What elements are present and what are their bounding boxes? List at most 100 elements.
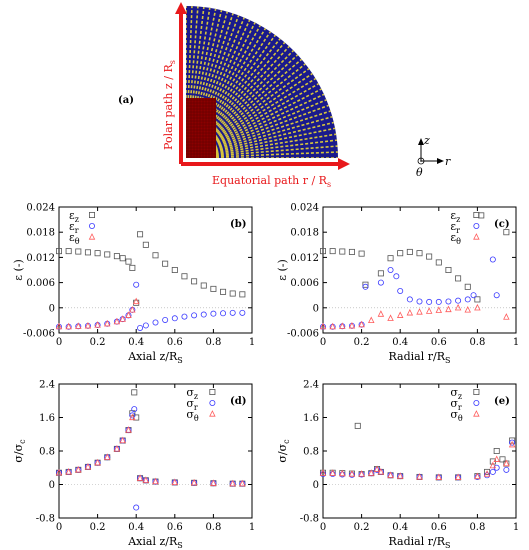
data-point bbox=[75, 248, 82, 255]
mesh-rays bbox=[186, 6, 338, 158]
y-tick-label: 0.024 bbox=[290, 203, 319, 214]
mesh-ray bbox=[205, 113, 338, 154]
x-tick-label: 0.4 bbox=[128, 522, 144, 533]
data-point bbox=[464, 296, 471, 303]
data-point bbox=[329, 469, 336, 476]
mesh-ray bbox=[202, 73, 323, 149]
data-point bbox=[358, 470, 365, 477]
data-point bbox=[125, 426, 132, 433]
legend-marker bbox=[209, 388, 216, 395]
data-point bbox=[239, 309, 246, 316]
mesh-ray bbox=[195, 21, 271, 142]
svg-text:r: r bbox=[445, 155, 451, 168]
mesh-ray bbox=[188, 6, 212, 139]
data-point bbox=[133, 281, 140, 288]
data-point bbox=[339, 248, 346, 255]
mesh-ray bbox=[203, 84, 329, 150]
y-axis-label: σ/σc bbox=[276, 439, 291, 463]
data-point bbox=[426, 298, 433, 305]
data-point bbox=[470, 292, 477, 299]
mesh-ray bbox=[197, 31, 286, 143]
data-point bbox=[133, 299, 140, 306]
data-point bbox=[426, 253, 433, 260]
x-tick-label: 0.6 bbox=[167, 337, 183, 348]
data-point bbox=[387, 471, 394, 478]
data-point bbox=[113, 445, 121, 452]
mesh-ray bbox=[189, 6, 218, 139]
data-point bbox=[339, 469, 346, 477]
data-point bbox=[220, 288, 227, 295]
data-point bbox=[493, 455, 500, 462]
y-tick-label: 0.012 bbox=[290, 253, 319, 264]
mesh-ray bbox=[205, 138, 338, 157]
y-tick-label: 0.024 bbox=[26, 203, 55, 214]
series-r bbox=[56, 281, 246, 331]
plot-frame bbox=[58, 383, 253, 519]
mesh-ray bbox=[192, 9, 248, 140]
legend-marker bbox=[473, 211, 480, 218]
y-tick-label: 0.018 bbox=[26, 228, 55, 239]
mesh-ray bbox=[201, 58, 313, 147]
data-point bbox=[75, 322, 82, 329]
series-theta bbox=[319, 303, 510, 330]
mesh-ray bbox=[205, 144, 338, 158]
x-tick-label: 1 bbox=[249, 337, 255, 348]
data-point bbox=[119, 315, 126, 322]
mesh-ray bbox=[205, 150, 338, 158]
data-point bbox=[368, 316, 375, 324]
series-z bbox=[56, 231, 246, 306]
mesh-ray bbox=[205, 126, 338, 155]
data-point bbox=[358, 250, 365, 257]
data-point bbox=[191, 312, 198, 319]
data-point bbox=[65, 468, 72, 475]
polar-arrowhead bbox=[175, 2, 187, 14]
panel-label: (d) bbox=[230, 396, 246, 407]
data-point bbox=[229, 290, 236, 297]
x-axis-label: Axial z/RS bbox=[127, 535, 183, 550]
y-tick-label: 1.6 bbox=[303, 413, 319, 424]
mesh-ray bbox=[186, 6, 194, 139]
data-point bbox=[445, 305, 452, 313]
data-point bbox=[142, 241, 149, 248]
data-point bbox=[84, 463, 92, 470]
y-tick-label: 0.012 bbox=[26, 253, 55, 264]
data-point bbox=[190, 478, 198, 486]
mesh-ray bbox=[189, 6, 225, 139]
data-point bbox=[484, 472, 491, 479]
legend-marker bbox=[473, 410, 480, 417]
data-point bbox=[319, 469, 327, 476]
data-point bbox=[397, 250, 404, 257]
panel-a-label: (a) bbox=[118, 95, 134, 106]
data-point bbox=[435, 259, 442, 266]
x-tick-label: 1 bbox=[513, 337, 519, 348]
core-grid bbox=[186, 98, 216, 158]
equatorial-arrowhead bbox=[338, 158, 350, 170]
data-point bbox=[373, 465, 381, 473]
data-point bbox=[113, 317, 121, 325]
y-tick-label: 0.8 bbox=[39, 447, 55, 458]
data-point bbox=[65, 248, 72, 255]
x-tick-label: 0.6 bbox=[167, 522, 183, 533]
data-point bbox=[503, 466, 510, 473]
legend-marker bbox=[473, 388, 480, 395]
x-tick-label: 0.8 bbox=[469, 522, 485, 533]
data-point bbox=[210, 310, 217, 317]
y-tick-label: 0.006 bbox=[26, 278, 55, 289]
data-point bbox=[358, 320, 365, 328]
x-tick-label: 0.8 bbox=[469, 337, 485, 348]
data-point bbox=[368, 469, 375, 476]
data-point bbox=[499, 456, 506, 463]
x-tick-label: 0.8 bbox=[205, 337, 221, 348]
legend-label: σz bbox=[186, 386, 198, 401]
x-tick-label: 0.2 bbox=[90, 337, 106, 348]
data-point bbox=[94, 321, 101, 328]
data-point bbox=[171, 315, 178, 322]
equatorial-path-label: Equatorial path r / Rs bbox=[212, 174, 331, 189]
y-tick-label: 0 bbox=[313, 480, 319, 491]
mesh-ray bbox=[192, 7, 243, 140]
data-point bbox=[339, 471, 346, 478]
data-point bbox=[162, 316, 169, 323]
data-point bbox=[119, 436, 126, 444]
data-point bbox=[396, 311, 404, 318]
x-axis-label: Axial z/RS bbox=[127, 350, 183, 365]
